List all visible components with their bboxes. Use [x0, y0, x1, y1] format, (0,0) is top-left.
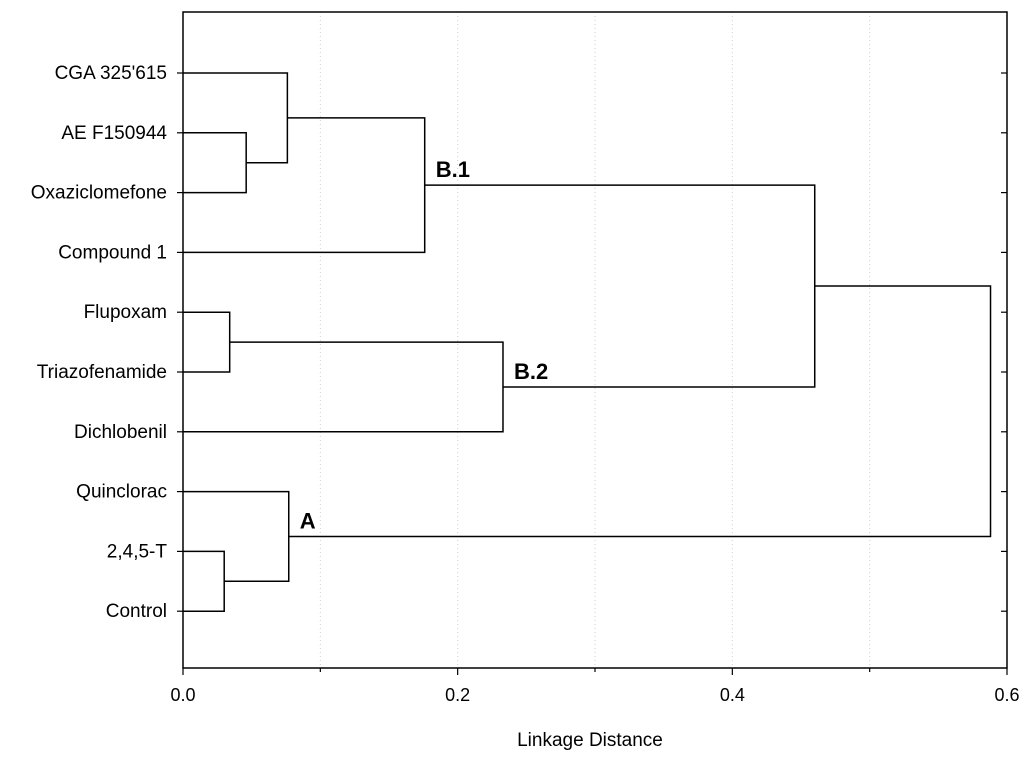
- x-tick-label: 0.6: [994, 685, 1019, 705]
- cluster-label: A: [300, 508, 316, 533]
- leaf-label: CGA 325'615: [55, 63, 167, 84]
- dendrogram-link: [183, 550, 225, 612]
- cluster-label: B.2: [514, 359, 548, 384]
- x-axis-title: Linkage Distance: [517, 730, 663, 751]
- dendrogram-link: [288, 285, 992, 538]
- leaf-label: Triazofenamide: [37, 362, 167, 383]
- grid-layer: [319, 12, 871, 668]
- cluster-label: B.1: [436, 157, 470, 182]
- leaf-label: Quinclorac: [76, 482, 167, 503]
- leaf-label: Oxaziclomefone: [31, 183, 167, 204]
- x-tick-label: 0.0: [170, 685, 195, 705]
- leaf-label: 2,4,5-T: [107, 541, 168, 562]
- leaf-label: Control: [106, 601, 167, 622]
- dendrogram-link: [424, 184, 816, 388]
- dendrogram-link: [183, 341, 504, 433]
- link-layer: [183, 72, 992, 612]
- dendrogram-link: [183, 132, 247, 194]
- leaf-label: Compound 1: [58, 242, 167, 263]
- dendrogram-link: [183, 311, 231, 373]
- dendrogram-link: [183, 72, 289, 164]
- dendrogram-link: [183, 490, 290, 583]
- dendrogram-link: [183, 117, 426, 254]
- tick-layer: 0.0 0.2 0.4 0.6: [170, 72, 1020, 705]
- x-tick-label: 0.4: [720, 685, 745, 705]
- leaf-label: Flupoxam: [84, 302, 167, 323]
- leaf-label: Dichlobenil: [74, 422, 167, 443]
- leaf-label: AE F150944: [61, 123, 167, 144]
- label-layer: CGA 325'615 AE F150944 Oxaziclomefone Compo…: [31, 63, 548, 622]
- x-tick-label: 0.2: [445, 685, 470, 705]
